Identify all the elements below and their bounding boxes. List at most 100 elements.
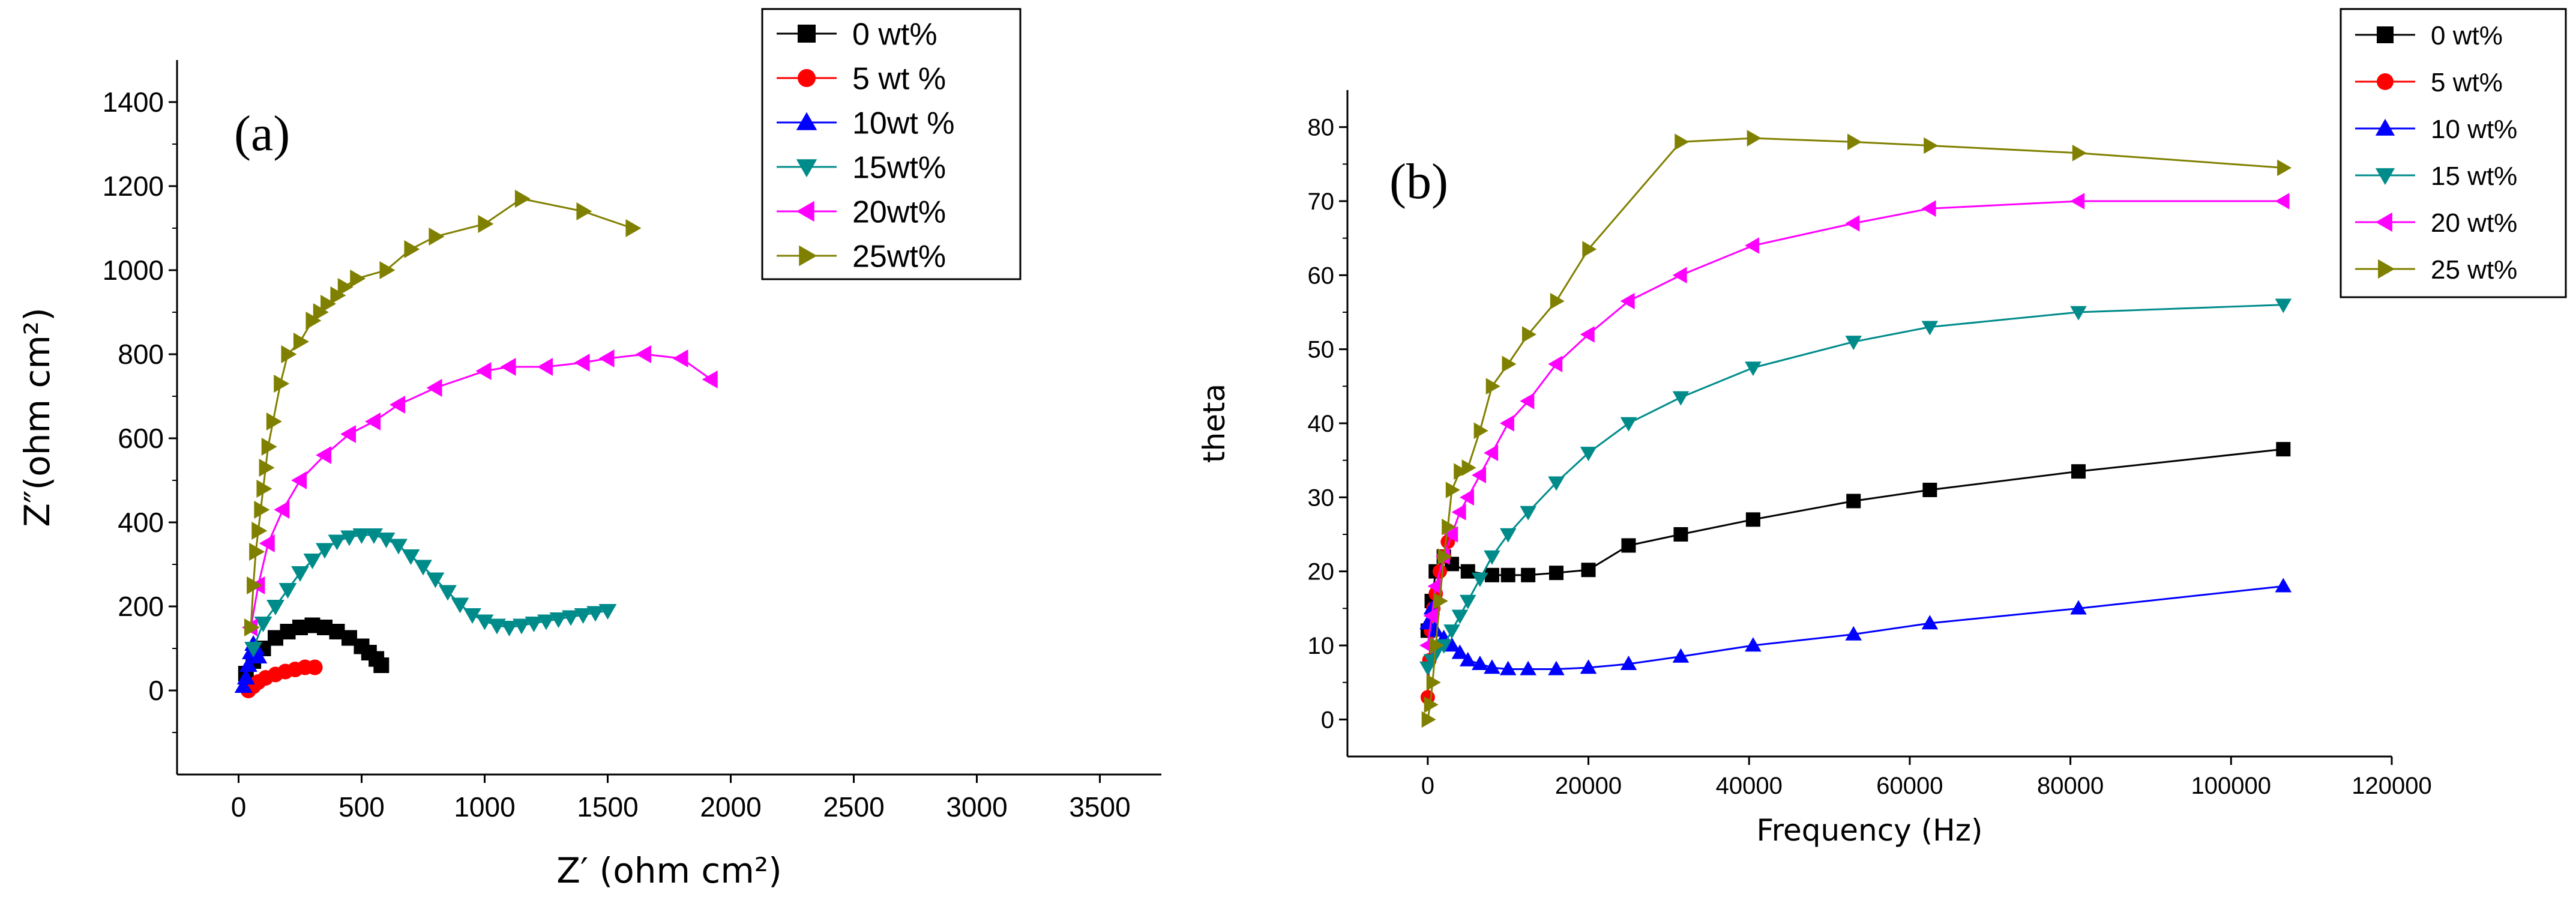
data-point	[1845, 215, 1860, 232]
series-20-wt	[1419, 193, 2290, 654]
data-point	[234, 677, 253, 693]
series-15-wt	[1419, 298, 2292, 676]
data-point	[1620, 292, 1635, 310]
series-0-wt	[1420, 442, 2291, 638]
data-point	[574, 608, 592, 624]
x-tick-label: 2000	[700, 791, 761, 823]
data-point	[244, 641, 263, 657]
data-point	[598, 603, 617, 620]
data-point	[278, 582, 297, 599]
legend-item-20-wt: 20 wt%	[2355, 208, 2517, 238]
series-line	[1427, 137, 2284, 720]
data-point	[574, 354, 590, 372]
data-point	[636, 345, 652, 363]
data-point	[500, 358, 516, 376]
y-tick-label: 1000	[103, 255, 164, 286]
legend-item-0-wt: 0 wt%	[777, 17, 937, 52]
data-point	[1445, 482, 1460, 498]
data-point	[1621, 538, 1636, 553]
data-point	[672, 349, 688, 367]
data-point	[1433, 593, 1448, 609]
panel-label: (b)	[1389, 154, 1448, 210]
data-point	[340, 425, 357, 443]
data-point	[1580, 326, 1595, 343]
data-point	[402, 549, 420, 565]
data-point	[514, 190, 531, 208]
series-line	[1427, 585, 2284, 670]
legend-label: 20 wt%	[2431, 208, 2517, 238]
legend-item-15-wt: 15 wt%	[2355, 162, 2517, 191]
data-point	[307, 659, 323, 675]
data-point	[500, 620, 519, 636]
data-point	[1502, 355, 1517, 373]
data-point	[1459, 489, 1474, 506]
legend-marker	[2375, 118, 2395, 136]
data-point	[2072, 145, 2087, 162]
data-point	[426, 572, 445, 588]
series-25wt	[244, 190, 642, 636]
legend-box	[761, 8, 1022, 280]
data-point	[390, 396, 406, 414]
data-point	[404, 240, 420, 258]
legend-item-10wt: 10wt %	[777, 106, 955, 141]
x-tick-label: 80000	[2037, 773, 2104, 799]
data-point	[259, 459, 275, 477]
data-point	[274, 501, 290, 519]
data-point	[439, 585, 457, 601]
data-point	[281, 345, 297, 363]
data-point	[1620, 656, 1637, 671]
data-point	[373, 657, 390, 673]
data-point	[266, 599, 284, 615]
data-point	[1548, 660, 1565, 675]
x-tick-label: 120000	[2352, 773, 2431, 799]
x-tick-label: 1000	[454, 791, 515, 823]
x-tick-label: 20000	[1555, 773, 1622, 799]
data-point	[2275, 298, 2292, 313]
y-tick-label: 20	[1308, 559, 1335, 585]
data-point	[1484, 567, 1499, 582]
series-10-wt	[1419, 578, 2292, 675]
data-point	[1473, 422, 1488, 439]
data-point	[1423, 607, 1438, 624]
data-point	[1846, 494, 1861, 509]
data-point	[429, 228, 445, 246]
y-tick-label: 600	[118, 423, 164, 454]
legend-marker	[2377, 26, 2394, 43]
data-point	[1921, 615, 1939, 630]
legend: 0 wt% 5 wt% 10 wt% 15 wt% 20 wt% 25 wt%	[2340, 8, 2567, 298]
data-point	[244, 618, 260, 636]
data-point	[1459, 651, 1476, 666]
data-point	[328, 534, 346, 551]
data-point	[1499, 528, 1517, 543]
data-point	[1548, 476, 1565, 491]
data-point	[291, 471, 307, 489]
legend-label: 5 wt %	[852, 62, 946, 97]
legend-marker	[796, 201, 814, 222]
y-axis-title: Z″(ohm cm²)	[17, 307, 58, 527]
data-point	[513, 618, 531, 635]
data-point	[365, 412, 381, 430]
chart-panel-a: 0 500 1000 1500 2000 2500 3000 3500 0 200 400 600 80…	[17, 8, 1161, 891]
legend-item-5-wt: 5 wt%	[2355, 68, 2503, 97]
legend-marker	[798, 69, 816, 87]
data-point	[247, 576, 263, 594]
data-point	[1484, 444, 1499, 462]
data-point	[2277, 159, 2292, 177]
legend-marker	[796, 159, 817, 178]
legend-item-10-wt: 10 wt%	[2355, 115, 2517, 144]
y-tick-label: 50	[1308, 337, 1335, 363]
data-point	[303, 553, 322, 569]
x-tick-label: 60000	[1876, 773, 1943, 799]
x-tick-label: 500	[339, 791, 385, 823]
y-axis-title: theta	[1197, 384, 1232, 463]
data-point	[1520, 506, 1536, 521]
data-point	[1472, 467, 1487, 484]
data-point	[586, 606, 604, 622]
data-point	[1672, 391, 1690, 406]
data-point	[337, 278, 354, 296]
x-axis-title: Z′ (ohm cm²)	[556, 850, 781, 891]
y-tick-label: 80	[1308, 115, 1335, 141]
data-point	[1580, 447, 1597, 462]
data-point	[1484, 659, 1500, 674]
data-point	[259, 534, 275, 552]
